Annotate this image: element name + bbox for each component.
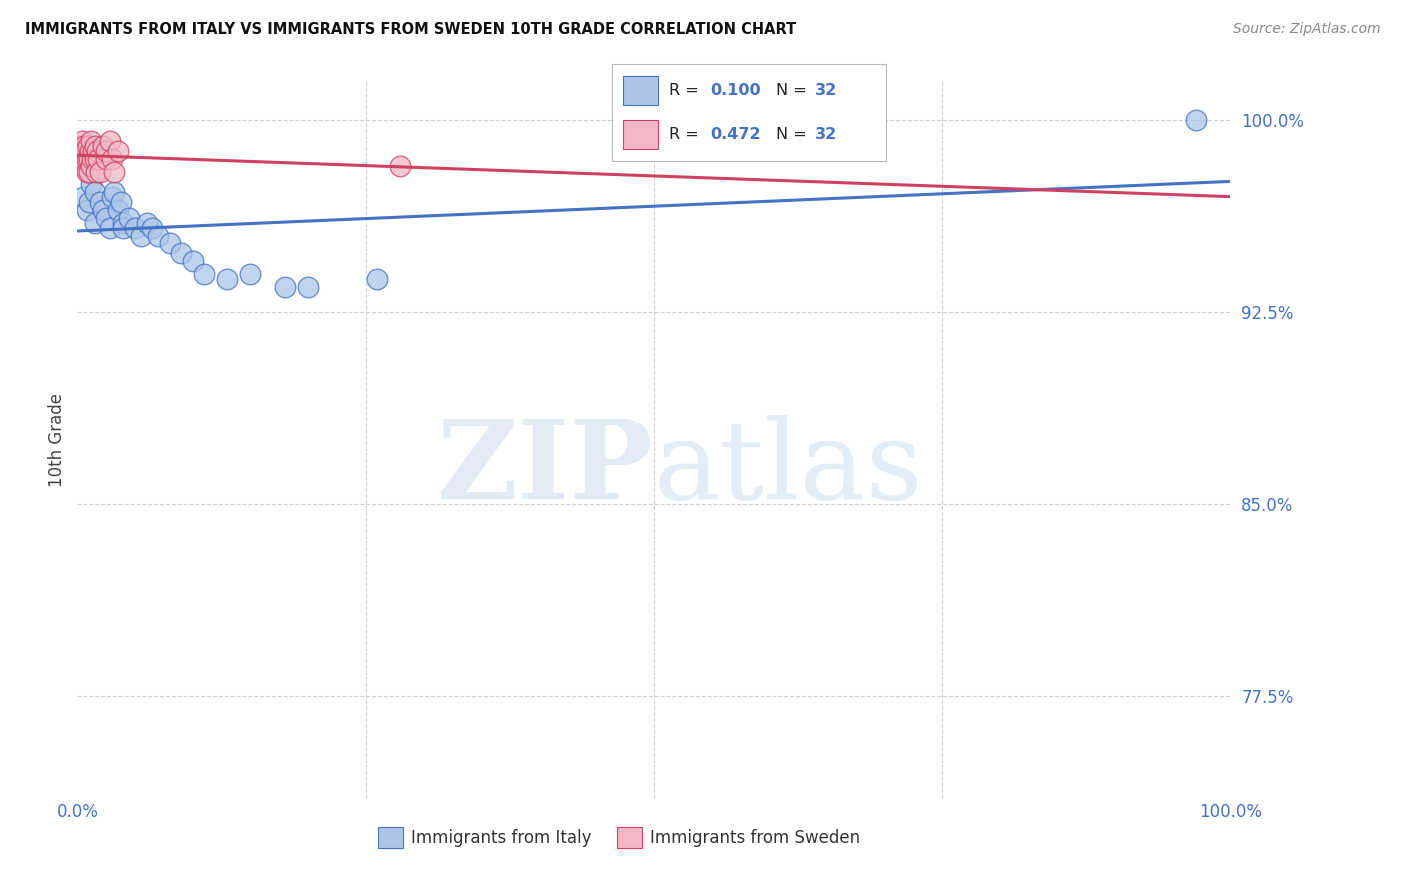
Point	[129, 228, 152, 243]
Point	[103, 164, 125, 178]
Point	[217, 272, 239, 286]
Point	[75, 144, 97, 158]
Point	[77, 164, 100, 178]
Point	[112, 216, 135, 230]
FancyBboxPatch shape	[623, 120, 658, 149]
Point	[98, 220, 121, 235]
Point	[159, 236, 181, 251]
Point	[297, 279, 319, 293]
Point	[76, 139, 98, 153]
Point	[146, 228, 169, 243]
Point	[80, 160, 103, 174]
Point	[98, 134, 121, 148]
Point	[76, 202, 98, 217]
FancyBboxPatch shape	[623, 76, 658, 104]
Point	[170, 246, 193, 260]
Point	[96, 144, 118, 158]
Point	[274, 279, 297, 293]
Point	[76, 164, 98, 178]
Point	[96, 152, 118, 166]
Point	[73, 139, 96, 153]
Point	[72, 160, 94, 174]
Text: ZIP: ZIP	[437, 416, 654, 523]
Point	[389, 160, 412, 174]
Text: R =: R =	[669, 83, 704, 98]
Point	[73, 152, 96, 166]
Y-axis label: 10th Grade: 10th Grade	[48, 393, 66, 487]
Point	[80, 134, 103, 148]
Point	[239, 267, 262, 281]
Point	[72, 144, 94, 158]
Point	[1184, 113, 1206, 128]
Point	[91, 139, 114, 153]
Text: IMMIGRANTS FROM ITALY VS IMMIGRANTS FROM SWEDEN 10TH GRADE CORRELATION CHART: IMMIGRANTS FROM ITALY VS IMMIGRANTS FROM…	[25, 22, 797, 37]
Point	[101, 152, 124, 166]
Point	[91, 202, 114, 217]
Point	[193, 267, 215, 281]
Point	[96, 211, 118, 225]
Point	[82, 152, 104, 166]
Point	[83, 139, 105, 153]
Text: 32: 32	[814, 83, 837, 98]
Text: atlas: atlas	[654, 416, 924, 523]
Point	[79, 144, 101, 158]
Point	[87, 152, 110, 166]
Point	[112, 220, 135, 235]
Point	[69, 152, 91, 166]
Point	[103, 185, 125, 199]
Point	[110, 195, 132, 210]
Point	[80, 178, 103, 192]
Point	[107, 144, 129, 158]
Point	[82, 144, 104, 158]
Point	[89, 164, 111, 178]
Text: N =: N =	[776, 83, 813, 98]
Text: R =: R =	[669, 127, 704, 142]
Point	[107, 202, 129, 217]
Point	[124, 220, 146, 235]
Point	[83, 216, 105, 230]
Point	[77, 195, 100, 210]
Point	[70, 134, 93, 148]
Point	[86, 144, 108, 158]
Text: 0.100: 0.100	[710, 83, 761, 98]
Point	[135, 216, 157, 230]
Point	[83, 185, 105, 199]
Point	[118, 211, 141, 225]
Point	[84, 164, 107, 178]
Point	[76, 152, 98, 166]
Text: Source: ZipAtlas.com: Source: ZipAtlas.com	[1233, 22, 1381, 37]
Point	[101, 190, 124, 204]
Point	[69, 139, 91, 153]
Legend: Immigrants from Italy, Immigrants from Sweden: Immigrants from Italy, Immigrants from S…	[371, 821, 868, 855]
Text: 32: 32	[814, 127, 837, 142]
Point	[141, 220, 163, 235]
Point	[83, 152, 105, 166]
Point	[72, 190, 94, 204]
Point	[366, 272, 388, 286]
Point	[89, 195, 111, 210]
Text: N =: N =	[776, 127, 813, 142]
Point	[181, 254, 204, 268]
Point	[77, 152, 100, 166]
Text: 0.472: 0.472	[710, 127, 761, 142]
